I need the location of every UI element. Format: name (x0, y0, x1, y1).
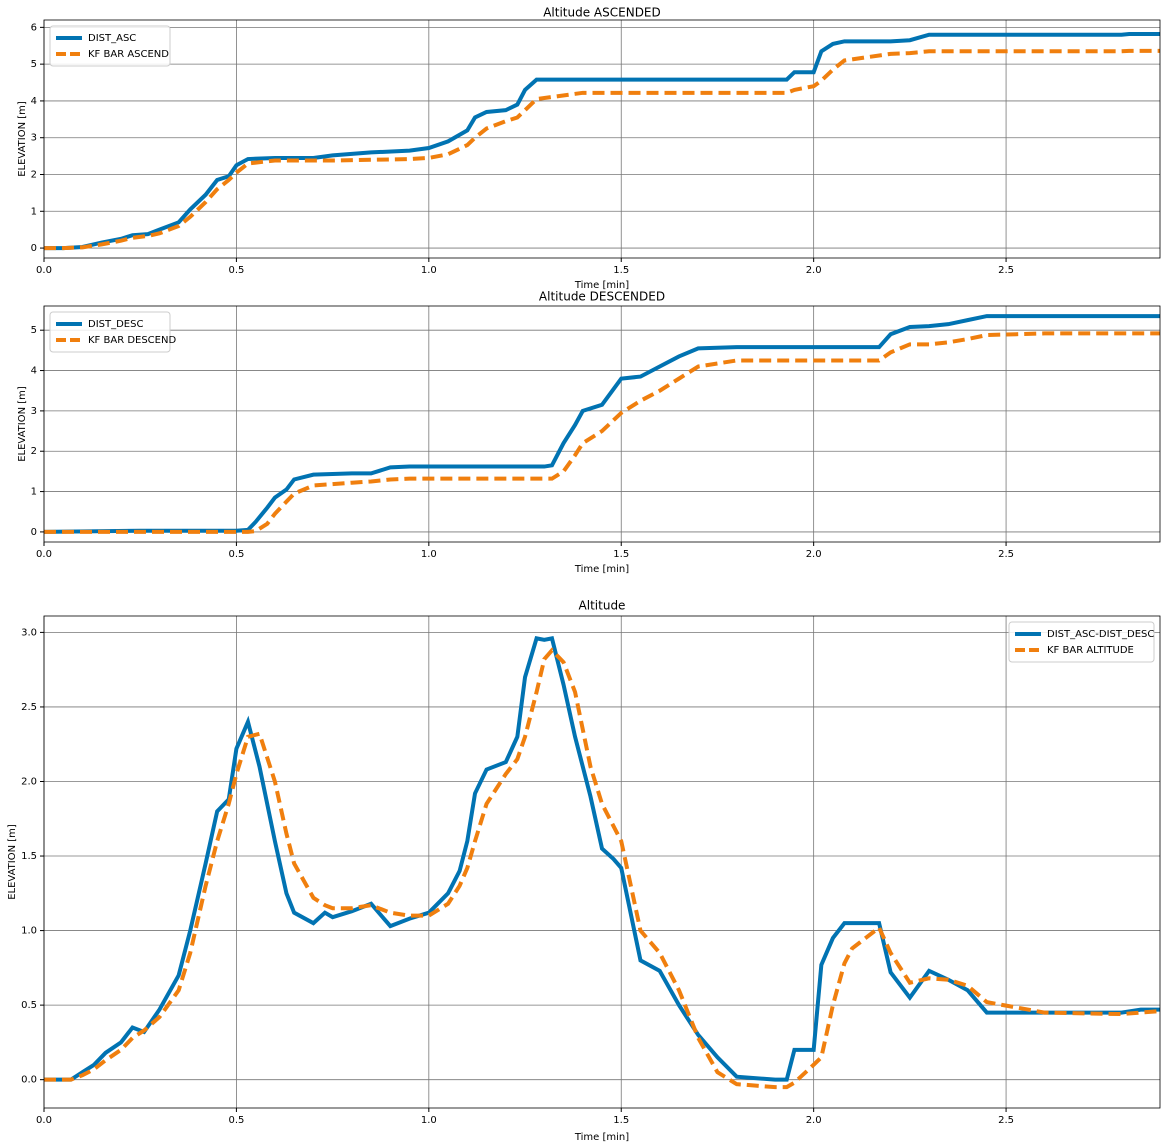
legend-label: KF BAR ASCEND (88, 49, 169, 60)
plot-frame (43, 615, 1161, 1109)
plot-area (44, 20, 1160, 258)
y-tick-label: 0 (31, 243, 37, 254)
y-tick-label: 0.5 (21, 1000, 37, 1011)
plot-frame (43, 305, 1161, 543)
series-line (44, 636, 1160, 1082)
y-tick-label: 6 (31, 22, 37, 33)
series-line (44, 31, 1160, 251)
x-tick-label: 0.0 (36, 549, 52, 560)
series-line (43, 314, 1160, 534)
legend-box (49, 25, 171, 67)
y-axis-label: ELEVATION [m] (7, 824, 18, 900)
series-line (44, 48, 1160, 251)
chart-title: Altitude DESCENDED (539, 290, 665, 304)
x-tick-label: 2.5 (998, 549, 1014, 560)
series-line (44, 647, 1161, 1090)
x-tick-label: 0.0 (36, 265, 52, 276)
y-tick-label: 5 (31, 325, 37, 336)
y-tick-label: 1.5 (21, 851, 37, 862)
series-line (44, 331, 1160, 534)
y-tick-label: 3 (31, 406, 37, 417)
y-tick-label: 0 (31, 527, 37, 538)
x-tick-label: 2.0 (806, 1115, 822, 1126)
y-tick-label: 2.0 (21, 776, 37, 787)
x-tick-label: 1.0 (421, 549, 437, 560)
x-tick-label: 0.0 (36, 1115, 52, 1126)
legend-label: DIST_ASC (88, 33, 136, 44)
x-tick-label: 0.5 (228, 549, 244, 560)
chart: Altitude Time [min] ELEVATION [m] 0.0 0.5 1.0… (7, 599, 1161, 1143)
x-tick-label: 1.0 (421, 1115, 437, 1126)
legend: DIST_ASC KF BAR ASCEND (49, 25, 171, 67)
x-tick-label: 1.5 (613, 1115, 629, 1126)
plot-area (44, 306, 1160, 542)
y-axis-label: ELEVATION [m] (17, 386, 28, 462)
x-tick-label: 2.5 (998, 265, 1014, 276)
legend-box (1008, 621, 1155, 663)
x-tick-label: 0.5 (228, 265, 244, 276)
legend-label: DIST_DESC (88, 319, 143, 330)
legend-label: KF BAR DESCEND (88, 335, 176, 346)
legend: DIST_ASC-DIST_DESC KF BAR ALTITUDE (1008, 621, 1155, 663)
y-tick-label: 1.0 (21, 926, 37, 937)
y-tick-label: 0.0 (21, 1075, 37, 1086)
x-tick-label: 1.0 (421, 265, 437, 276)
y-tick-label: 3.0 (21, 627, 37, 638)
chart-title: Altitude (579, 599, 626, 613)
y-tick-label: 2.5 (21, 702, 37, 713)
x-tick-label: 2.5 (998, 1115, 1014, 1126)
legend: DIST_DESC KF BAR DESCEND (49, 311, 176, 353)
y-axis-label: ELEVATION [m] (17, 101, 28, 177)
legend-label: KF BAR ALTITUDE (1047, 645, 1134, 656)
chart: Altitude DESCENDED Time [min] ELEVATION [m… (17, 290, 1161, 575)
x-axis-label: Time [min] (574, 1132, 629, 1143)
x-tick-label: 0.5 (228, 1115, 244, 1126)
x-axis-label: Time [min] (574, 564, 629, 575)
chart: Altitude ASCENDED Time [min] ELEVATION [m]… (17, 6, 1161, 291)
plot-area (44, 616, 1160, 1108)
y-tick-label: 1 (31, 487, 37, 498)
y-tick-label: 4 (31, 96, 37, 107)
chart-title: Altitude ASCENDED (543, 6, 661, 20)
y-tick-label: 4 (31, 366, 37, 377)
x-tick-label: 2.0 (806, 549, 822, 560)
y-tick-label: 2 (31, 169, 37, 180)
legend-label: DIST_ASC-DIST_DESC (1047, 629, 1154, 640)
y-tick-label: 2 (31, 446, 37, 457)
x-axis-label: Time [min] (574, 280, 629, 291)
x-tick-label: 1.5 (613, 549, 629, 560)
x-tick-label: 1.5 (613, 265, 629, 276)
y-tick-label: 5 (31, 59, 37, 70)
y-tick-label: 3 (31, 133, 37, 144)
x-tick-label: 2.0 (806, 265, 822, 276)
legend-box (49, 311, 171, 353)
y-tick-label: 1 (31, 206, 37, 217)
plot-frame (43, 19, 1161, 259)
